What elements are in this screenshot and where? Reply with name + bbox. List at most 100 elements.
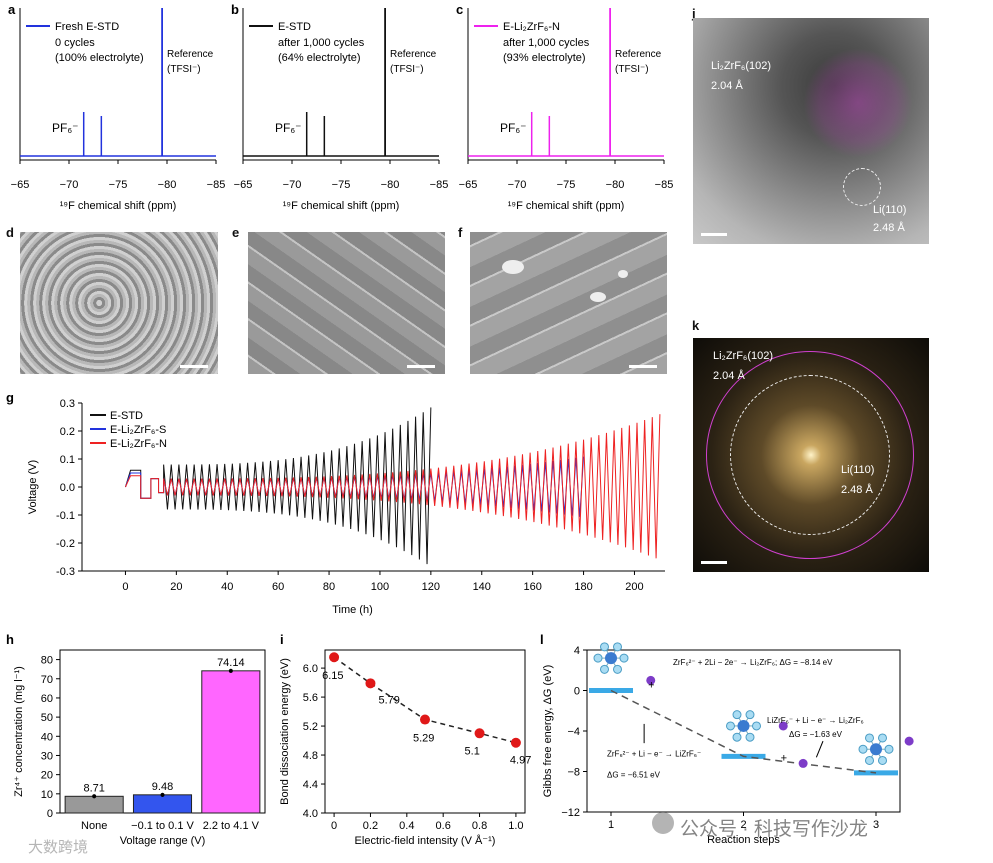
scale-bar <box>180 365 208 368</box>
fluorine-atom <box>619 653 629 663</box>
fluorine-atom <box>752 721 761 731</box>
fluorine-atom <box>745 732 755 742</box>
fluorine-atom <box>726 721 735 731</box>
fluorine-atom <box>878 733 887 743</box>
x-tick-label: 0.2 <box>363 820 378 832</box>
fluorine-atom <box>878 755 887 765</box>
nmr-panels: a −65 −70 −75 −80 −85 ¹⁹F chemical shift (ppm)… <box>8 2 673 212</box>
y-tick-label: 0.0 <box>60 482 75 494</box>
panel-d-letter: d <box>6 225 14 240</box>
legend-label: E-STD <box>278 21 311 33</box>
particle-cluster <box>618 270 628 278</box>
tem-value-li2zrf6: 2.04 Å <box>711 80 743 92</box>
arrow-step2 <box>815 740 824 758</box>
pf6-label: PF₆⁻ <box>500 121 527 135</box>
data-label: 4.97 <box>510 755 531 767</box>
y-axis-label: Bond dissociation energy (eV) <box>279 658 291 805</box>
panel-letter: i <box>280 632 284 647</box>
data-point <box>365 678 376 689</box>
tem-label-li2zrf6: Li₂ZrF₆(102) <box>711 60 772 72</box>
lithium-atom <box>904 736 914 746</box>
x-tick-label: 180 <box>574 581 592 593</box>
sem-image-f <box>470 232 667 374</box>
y-tick-label: -0.3 <box>56 566 75 578</box>
wechat-icon <box>652 812 674 834</box>
y-tick-label: 70 <box>41 674 53 686</box>
panel-j-letter: j <box>692 6 696 21</box>
panel-letter: l <box>540 632 544 647</box>
fft-value-li: 2.48 Å <box>841 484 873 496</box>
sample-cycles: 0 cycles <box>55 37 95 49</box>
fluorine-atom <box>865 733 874 743</box>
scale-bar <box>407 365 435 368</box>
x-tick-label: 100 <box>371 581 389 593</box>
y-tick-label: 0.1 <box>60 454 75 466</box>
y-tick-label: 40 <box>41 731 53 743</box>
fluorine-atom <box>745 710 755 720</box>
x-axis-label: Voltage range (V) <box>120 835 206 847</box>
x-tick-label: −75 <box>332 179 351 191</box>
y-tick-label: 80 <box>41 655 53 667</box>
particle-cluster <box>590 292 606 302</box>
x-axis-label: ¹⁹F chemical shift (ppm) <box>508 200 625 212</box>
fluorine-atom <box>600 664 609 674</box>
panel-f-letter: f <box>458 225 463 240</box>
bar-2 <box>201 670 261 814</box>
pf6-label: PF₆⁻ <box>52 121 79 135</box>
data-point <box>329 652 340 663</box>
data-point <box>474 728 485 739</box>
gibbs-energy-chart: l 4 0 −4 −8 −12 1 2 3 Reaction steps Gibbs free en… <box>540 632 914 846</box>
voltage-series-0 <box>124 407 432 565</box>
data-label: 6.15 <box>322 670 343 682</box>
x-tick-label: −70 <box>508 179 527 191</box>
bar-mean-point <box>228 668 233 673</box>
plot-frame <box>324 649 526 814</box>
tem-image-j: Li₂ZrF₆(102) 2.04 Å Li(110) 2.48 Å <box>693 18 929 244</box>
x-tick-label: 3 <box>873 819 879 831</box>
lithium-atom <box>778 721 788 731</box>
fluorine-atom <box>732 710 742 720</box>
lattice-highlight <box>803 48 913 158</box>
x-tick-label: 1 <box>608 819 614 831</box>
y-tick-label: 10 <box>41 789 53 801</box>
x-tick-label: 1.0 <box>508 820 523 832</box>
li-domain-circle <box>843 168 881 206</box>
sem-image-e <box>248 232 445 374</box>
x-tick-label: −80 <box>158 179 177 191</box>
x-tick-label: −85 <box>207 179 226 191</box>
x-axis-label: ¹⁹F chemical shift (ppm) <box>60 200 177 212</box>
fluorine-atom <box>858 744 868 754</box>
x-axis-label: ¹⁹F chemical shift (ppm) <box>283 200 400 212</box>
zr-concentration-chart: h 0 10 20 30 40 50 60 70 80 8.71 None 9.48 −0.1 to 0.… <box>6 632 266 847</box>
y-tick-label: -0.1 <box>56 510 75 522</box>
y-tick-label: −8 <box>567 767 580 779</box>
bar-1 <box>132 794 193 814</box>
sample-electrolyte: (93% electrolyte) <box>503 52 586 64</box>
x-tick-label: 2.2 to 4.1 V <box>203 820 260 832</box>
voltage-profile-chart: g -0.3 -0.2 -0.1 0.0 0.1 0.2 0.3 0 20 40 60 80 100 120… <box>6 390 665 616</box>
particle-cluster <box>502 260 524 274</box>
tem-label-li: Li(110) <box>873 204 907 216</box>
reference-label: Reference <box>390 49 437 60</box>
y-tick-label: 30 <box>41 750 53 762</box>
y-tick-label: 4.0 <box>303 808 318 820</box>
x-tick-label: −65 <box>234 179 253 191</box>
zirconium-atom <box>605 652 617 665</box>
equation-overall: ZrF₆²⁻ + 2Li − 2e⁻ → Li₂ZrF₆; ΔG = −8.14… <box>673 658 833 667</box>
data-label: 5.1 <box>465 745 480 757</box>
x-tick-label: −65 <box>459 179 478 191</box>
bar-mean-point <box>92 794 97 799</box>
scale-bar <box>701 233 727 236</box>
bar-mean-point <box>160 792 165 797</box>
x-tick-label: 200 <box>625 581 643 593</box>
data-label: 5.79 <box>378 694 399 706</box>
panel-letter: h <box>6 632 14 647</box>
reference-label: Reference <box>167 49 214 60</box>
x-axis-label: Reaction steps <box>707 834 780 846</box>
y-tick-label: 4 <box>574 645 580 657</box>
y-tick-label: 0.2 <box>60 426 75 438</box>
x-tick-label: 2 <box>740 819 746 831</box>
x-tick-label: 140 <box>473 581 491 593</box>
x-tick-label: −80 <box>606 179 625 191</box>
equation-step2-dg: ΔG = −1.63 eV <box>789 730 843 739</box>
